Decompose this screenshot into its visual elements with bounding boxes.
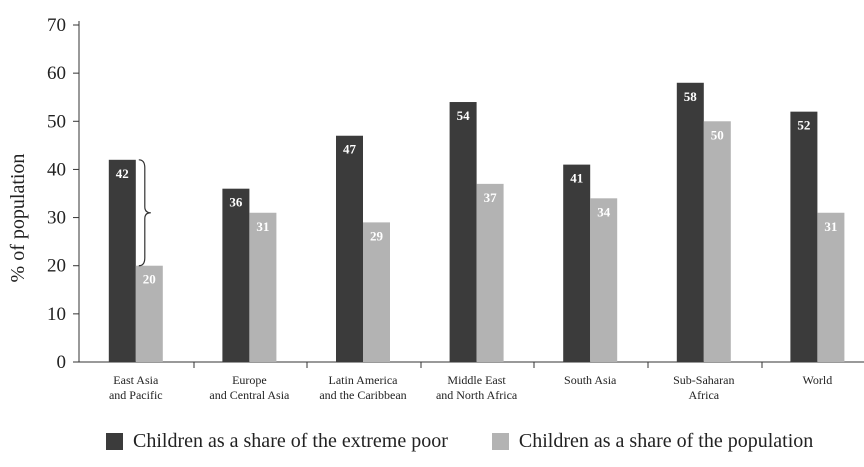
bar — [449, 102, 477, 363]
bar-value-label: 42 — [116, 166, 129, 181]
y-axis: 0 10 20 30 40 50 60 70 — [47, 15, 80, 373]
y-tick-label: 10 — [47, 304, 66, 325]
bar-value-label: 50 — [711, 127, 724, 142]
bar — [563, 164, 591, 362]
bar — [249, 212, 277, 362]
bar — [590, 198, 618, 362]
x-tick-label: Middle East — [447, 373, 506, 387]
y-tick-label: 60 — [47, 63, 66, 84]
x-tick-label: Latin America — [329, 373, 399, 387]
x-tick-label: and Pacific — [109, 388, 163, 402]
y-axis-label: % of population — [7, 154, 29, 283]
x-tick-label: and North Africa — [436, 388, 518, 402]
legend-swatch-population — [491, 433, 509, 450]
y-tick-label: 30 — [47, 208, 66, 229]
x-tick-label: and Central Asia — [209, 388, 290, 402]
bar — [108, 159, 136, 362]
bar-value-label: 54 — [457, 108, 471, 123]
bar-value-label: 20 — [143, 272, 156, 287]
bar-value-label: 31 — [824, 219, 837, 234]
legend-label-extreme-poor: Children as a share of the extreme poor — [133, 430, 448, 452]
x-tick-label: and the Caribbean — [319, 388, 406, 402]
bars: 42 20 36 31 47 29 54 37 41 34 58 50 52 31 — [108, 82, 845, 363]
y-tick-label: 50 — [47, 111, 66, 132]
y-tick-label: 70 — [47, 15, 66, 36]
bar-value-label: 41 — [570, 171, 583, 186]
bar — [676, 82, 704, 363]
bar-value-label: 29 — [370, 228, 384, 243]
x-tick-label: Europe — [232, 373, 267, 387]
bar — [817, 212, 845, 362]
x-tick-label: World — [803, 373, 833, 387]
y-tick-label: 0 — [57, 352, 67, 373]
legend-label-population: Children as a share of the population — [518, 430, 814, 452]
bar — [363, 222, 390, 362]
x-tick-label: Sub-Saharan — [673, 373, 734, 387]
x-tick-label: South Asia — [564, 373, 617, 387]
bar — [703, 121, 731, 363]
bar-value-label: 47 — [343, 142, 357, 157]
bar-value-label: 58 — [684, 89, 698, 104]
bar-value-label: 34 — [597, 204, 611, 219]
bar — [476, 183, 504, 362]
x-tick-label: East Asia — [113, 373, 159, 387]
y-tick-label: 40 — [47, 159, 66, 180]
x-tick-label: Africa — [688, 388, 719, 402]
legend-swatch-extreme-poor — [106, 433, 123, 450]
legend: Children as a share of the extreme poor … — [106, 430, 813, 453]
brace-annotation — [138, 159, 151, 267]
bar-value-label: 52 — [797, 118, 810, 133]
bar-value-label: 37 — [484, 190, 498, 205]
legend-item-population: Children as a share of the population — [491, 430, 814, 453]
bar-value-label: 31 — [256, 219, 269, 234]
legend-item-extreme-poor: Children as a share of the extreme poor — [106, 430, 448, 453]
bar — [135, 265, 163, 362]
bar — [790, 111, 818, 363]
bar — [336, 135, 363, 362]
bar — [222, 188, 250, 362]
y-tick-label: 20 — [47, 256, 66, 277]
bar-value-label: 36 — [229, 195, 243, 210]
